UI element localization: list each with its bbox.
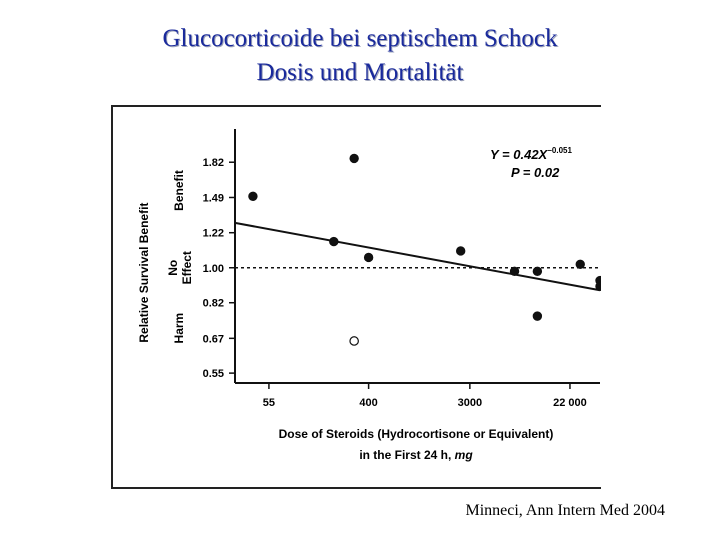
data-point: [329, 236, 339, 247]
data-point: [595, 281, 605, 292]
y-band-label: Benefit: [172, 170, 186, 211]
regression-fit-line: [234, 221, 601, 292]
y-tick-label: 1.22: [203, 228, 224, 240]
y-band-label-line1: Harm: [172, 313, 186, 344]
x-axis-title-line2-text: in the First 24 h,: [359, 448, 454, 462]
x-tick-label: 55: [263, 397, 275, 409]
y-tick-label: 1.49: [203, 192, 224, 204]
data-point-open: [349, 336, 359, 346]
x-tick-label: 22 000: [553, 397, 587, 409]
fit-p-value: P = 0.02: [511, 165, 560, 180]
fit-equation-base: Y = 0.42X: [490, 147, 549, 162]
data-point: [363, 252, 374, 263]
data-point: [509, 266, 520, 277]
x-axis-title-line2-unit: mg: [455, 448, 474, 462]
y-tick-label: 0.55: [203, 368, 224, 380]
axes-group: [234, 129, 600, 384]
y-band-label-line1: Benefit: [172, 170, 186, 211]
x-tick-label: 400: [359, 397, 377, 409]
y-axis-title: Relative Survival Benefit: [137, 203, 151, 343]
data-point: [532, 311, 543, 321]
x-tick-label: 3000: [458, 397, 482, 409]
y-band-label: No Effect: [166, 251, 194, 284]
x-axis-title-line2: in the First 24 h, mg: [359, 448, 473, 462]
x-axis-title-line1: Dose of Steroids (Hydrocortisone or Equi…: [279, 427, 554, 441]
data-point: [575, 259, 585, 269]
data-point: [349, 153, 359, 164]
data-point: [248, 191, 258, 201]
y-tick-label: 1.82: [203, 157, 224, 169]
slide-title-line1: Glucocorticoide bei septischem Schock: [162, 25, 558, 52]
citation: Minneci, Ann Intern Med 2004: [465, 502, 665, 519]
chart-figure: 0.55 0.67 0.82 1.00 1.22 1.49 1.82 55 400 3000 22 …: [111, 105, 605, 489]
y-tick-label: 0.67: [203, 333, 224, 345]
data-point: [455, 246, 466, 256]
y-band-label-line2: Effect: [180, 251, 194, 284]
data-point: [532, 266, 543, 277]
y-band-label: Harm: [172, 313, 186, 344]
scatter-chart: 0.55 0.67 0.82 1.00 1.22 1.49 1.82 55 400 3000 22 …: [137, 129, 605, 462]
fit-equation: Y = 0.42X−0.051: [490, 146, 572, 162]
y-band-label-line1: No: [166, 260, 180, 276]
fit-equation-exponent: −0.051: [547, 146, 572, 155]
slide-title-line2: Dosis und Mortalität: [256, 59, 464, 86]
y-tick-label: 0.82: [203, 298, 224, 310]
y-tick-label: 1.00: [203, 263, 224, 275]
